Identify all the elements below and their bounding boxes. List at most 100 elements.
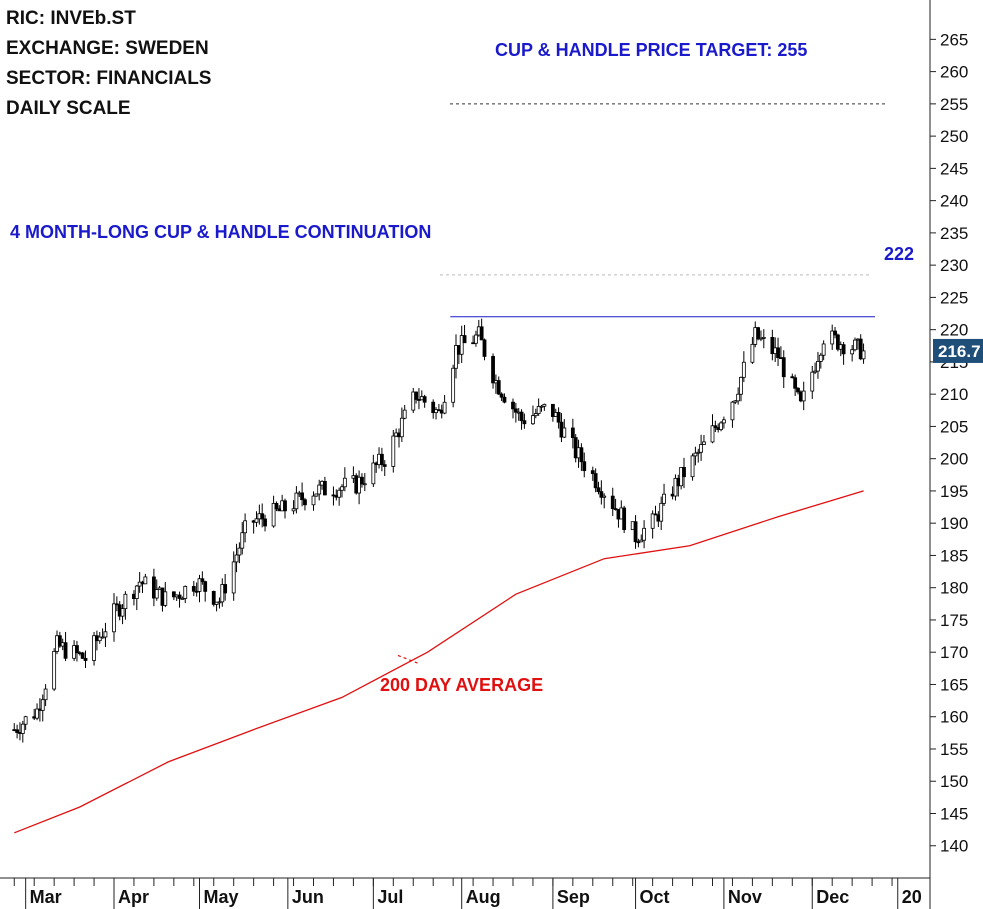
candle-body <box>816 361 820 372</box>
candle-body <box>841 344 846 355</box>
sector-label: SECTOR: FINANCIALS <box>6 68 212 89</box>
candle-body <box>454 345 458 369</box>
candle-body <box>830 330 835 345</box>
candle-body <box>314 493 319 497</box>
candle-body <box>217 601 222 604</box>
candle-body <box>682 467 686 478</box>
candle-body <box>200 578 205 583</box>
candle-body <box>599 491 604 498</box>
moving-average-layer <box>14 490 864 834</box>
candle-body <box>739 376 743 395</box>
candle-body <box>673 477 678 497</box>
candle-body <box>821 343 826 356</box>
candle-body <box>52 651 57 690</box>
candle-body <box>556 412 561 423</box>
candle-body <box>482 339 487 357</box>
candle-body <box>451 367 456 403</box>
candle-body <box>736 393 741 402</box>
candle-body <box>382 464 387 467</box>
candle-body <box>582 461 587 472</box>
candle-body <box>750 343 755 363</box>
candle-body <box>399 417 404 438</box>
candle-body <box>710 425 715 443</box>
y-tick-label: 245 <box>940 159 968 178</box>
candle-body <box>570 427 575 438</box>
candle-body <box>191 586 196 592</box>
candle-body <box>379 453 384 466</box>
candle-body <box>793 377 798 389</box>
candle-body <box>642 527 646 541</box>
candle-body <box>462 335 467 344</box>
x-tick-label: Mar <box>30 887 62 907</box>
candle-body <box>813 370 817 373</box>
candle-body <box>702 441 706 445</box>
y-tick-label: 230 <box>940 256 968 275</box>
candle-body <box>422 396 427 403</box>
candle-body <box>123 593 128 610</box>
x-tick-label: Jun <box>292 887 324 907</box>
candle-body <box>602 495 607 498</box>
candle-body <box>183 586 188 599</box>
candle-body <box>502 396 507 403</box>
y-tick-label: 155 <box>940 740 968 759</box>
candle-body <box>633 521 638 543</box>
candle-body <box>650 513 655 529</box>
candle-body <box>699 444 703 453</box>
y-tick-label: 165 <box>940 675 968 694</box>
candle-body <box>371 462 376 485</box>
y-tick-label: 260 <box>940 63 968 82</box>
candle-body <box>263 518 267 527</box>
x-tick-label: Dec <box>816 887 849 907</box>
y-tick-label: 175 <box>940 611 968 630</box>
candle-body <box>861 350 866 360</box>
candle-body <box>254 518 259 523</box>
candle-body <box>234 554 239 563</box>
candle-body <box>260 513 265 520</box>
candle-body <box>491 356 495 384</box>
candle-body <box>414 391 419 400</box>
candle-body <box>283 500 287 512</box>
y-tick-label: 185 <box>940 546 968 565</box>
candle-body <box>511 401 515 410</box>
y-tick-label: 250 <box>940 127 968 146</box>
candle-body <box>610 495 615 510</box>
candle-body <box>539 405 544 408</box>
candle-body <box>818 354 823 362</box>
candle-body <box>303 499 307 506</box>
candle-body <box>522 420 527 425</box>
candle-body <box>23 716 28 725</box>
levels-layer <box>440 103 885 318</box>
candle-body <box>360 476 364 485</box>
y-tick-label: 225 <box>940 288 968 307</box>
candle-body <box>690 455 695 478</box>
candle-body <box>442 401 447 414</box>
y-tick-label: 140 <box>940 837 968 856</box>
candle-body <box>171 591 176 598</box>
x-tick-label: 20 <box>902 887 922 907</box>
candle-body <box>593 473 598 489</box>
candle-body <box>810 371 815 392</box>
candle-body <box>790 376 795 379</box>
candle-body <box>459 335 464 355</box>
y-tick-label: 160 <box>940 708 968 727</box>
candle-body <box>63 642 68 659</box>
candles-layer <box>12 318 866 743</box>
candle-body <box>35 708 39 719</box>
candle-body <box>796 387 800 393</box>
candle-body <box>499 393 504 398</box>
y-tick-label: 220 <box>940 321 968 340</box>
candle-body <box>590 470 595 474</box>
candle-body <box>357 476 362 494</box>
resistance-label: 222 <box>884 244 915 264</box>
candle-body <box>203 581 208 592</box>
candle-body <box>223 584 228 594</box>
candle-body <box>342 477 347 488</box>
target-annotation: CUP & HANDLE PRICE TARGET: 255 <box>495 40 808 60</box>
y-tick-label: 200 <box>940 450 968 469</box>
y-tick-label: 190 <box>940 514 968 533</box>
candle-body <box>134 585 139 599</box>
candle-body <box>659 502 664 522</box>
y-tick-label: 170 <box>940 643 968 662</box>
candle-body <box>75 645 79 654</box>
